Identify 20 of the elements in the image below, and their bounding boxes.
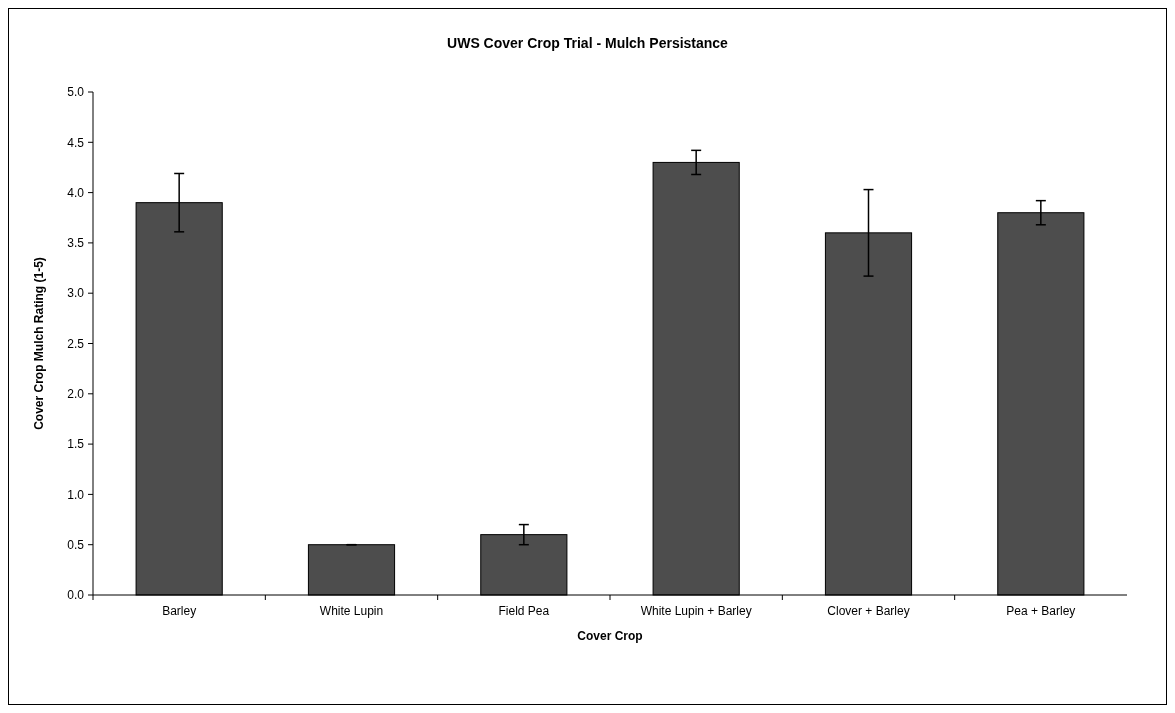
y-tick-label: 0.0 [67, 588, 85, 603]
chart-title: UWS Cover Crop Trial - Mulch Persistance [447, 35, 729, 51]
y-tick-label: 2.5 [67, 336, 85, 351]
y-tick-label: 0.5 [67, 537, 85, 552]
y-tick-label: 1.0 [67, 487, 85, 502]
x-tick-label: Pea + Barley [1006, 604, 1076, 618]
y-tick-label: 3.5 [67, 236, 85, 251]
x-tick-label: White Lupin [319, 604, 384, 618]
y-tick-label: 1.5 [67, 437, 85, 452]
x-tick-label: White Lupin + Barley [640, 604, 752, 618]
x-tick-label: Barley [162, 604, 197, 618]
y-axis-title: Cover Crop Mulch Rating (1-5) [32, 257, 46, 430]
x-axis-title: Cover Crop [577, 629, 643, 643]
y-tick-label: 4.5 [67, 135, 85, 150]
y-tick-label: 4.0 [67, 185, 85, 200]
y-tick-label: 3.0 [67, 286, 85, 301]
x-tick-label: Field Pea [498, 604, 550, 618]
y-tick-label: 2.0 [67, 387, 85, 401]
x-tick-label: Clover + Barley [827, 604, 910, 618]
y-tick-label: 5.0 [67, 85, 85, 100]
